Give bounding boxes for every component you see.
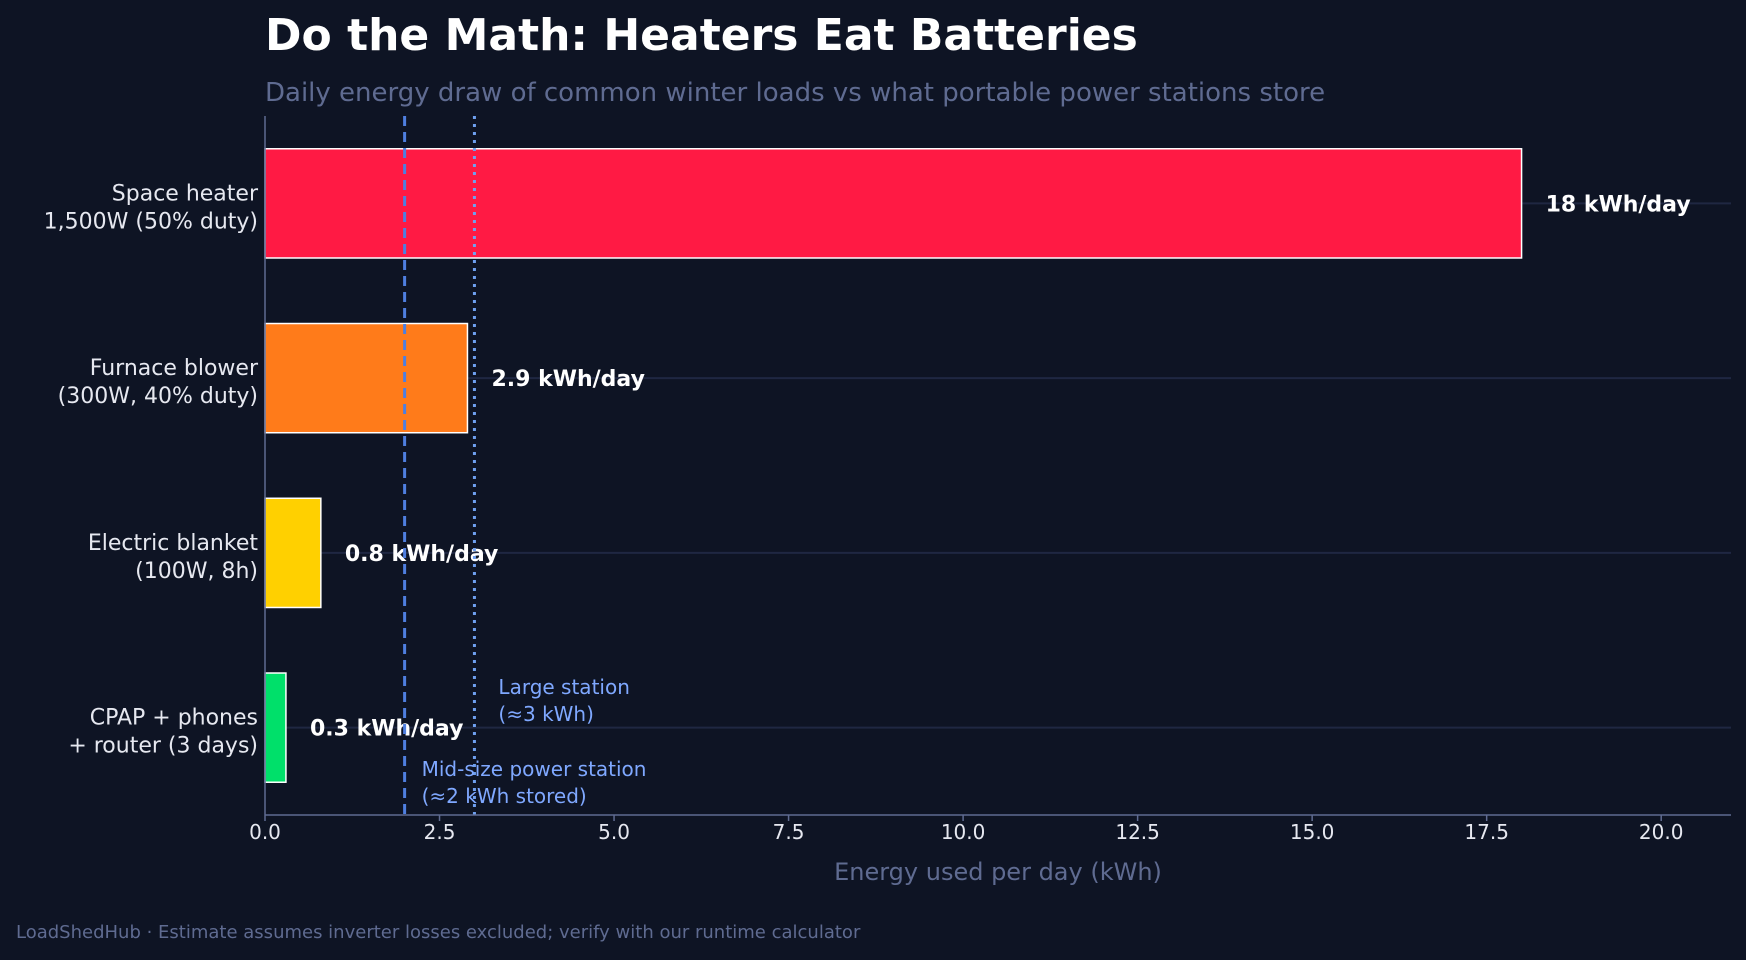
x-axis-label: Energy used per day (kWh) bbox=[834, 858, 1162, 886]
bar bbox=[264, 148, 1523, 259]
x-tick-label: 20.0 bbox=[1639, 820, 1684, 844]
reference-line-annotation: Large station (≈3 kWh) bbox=[498, 675, 629, 726]
x-tick-label: 7.5 bbox=[773, 820, 805, 844]
footer-note: LoadShedHub · Estimate assumes inverter … bbox=[16, 922, 861, 943]
y-tick-label: Space heater 1,500W (50% duty) bbox=[44, 181, 259, 234]
x-tick-label: 10.0 bbox=[941, 820, 986, 844]
reference-line-annotation: Mid-size power station (≈2 kWh stored) bbox=[422, 757, 647, 808]
data-label: 18 kWh/day bbox=[1546, 192, 1691, 217]
x-tick-label: 5.0 bbox=[598, 820, 630, 844]
chart-title: Do the Math: Heaters Eat Batteries bbox=[265, 10, 1138, 61]
x-tick-label: 0.0 bbox=[249, 820, 281, 844]
data-label: 0.3 kWh/day bbox=[310, 717, 463, 742]
x-tick-label: 2.5 bbox=[424, 820, 456, 844]
chart-subtitle: Daily energy draw of common winter loads… bbox=[265, 78, 1326, 108]
bar bbox=[264, 497, 322, 609]
y-tick-label: CPAP + phones + router (3 days) bbox=[68, 706, 258, 759]
bar bbox=[264, 672, 287, 783]
y-tick-label: Electric blanket (100W, 8h) bbox=[88, 531, 259, 584]
y-tick-label: Furnace blower (300W, 40% duty) bbox=[58, 356, 259, 409]
bar bbox=[264, 322, 469, 434]
data-label: 0.8 kWh/day bbox=[345, 542, 498, 567]
x-tick-label: 17.5 bbox=[1464, 820, 1509, 844]
x-tick-label: 12.5 bbox=[1115, 820, 1160, 844]
data-label: 2.9 kWh/day bbox=[491, 367, 644, 392]
x-tick-label: 15.0 bbox=[1290, 820, 1335, 844]
